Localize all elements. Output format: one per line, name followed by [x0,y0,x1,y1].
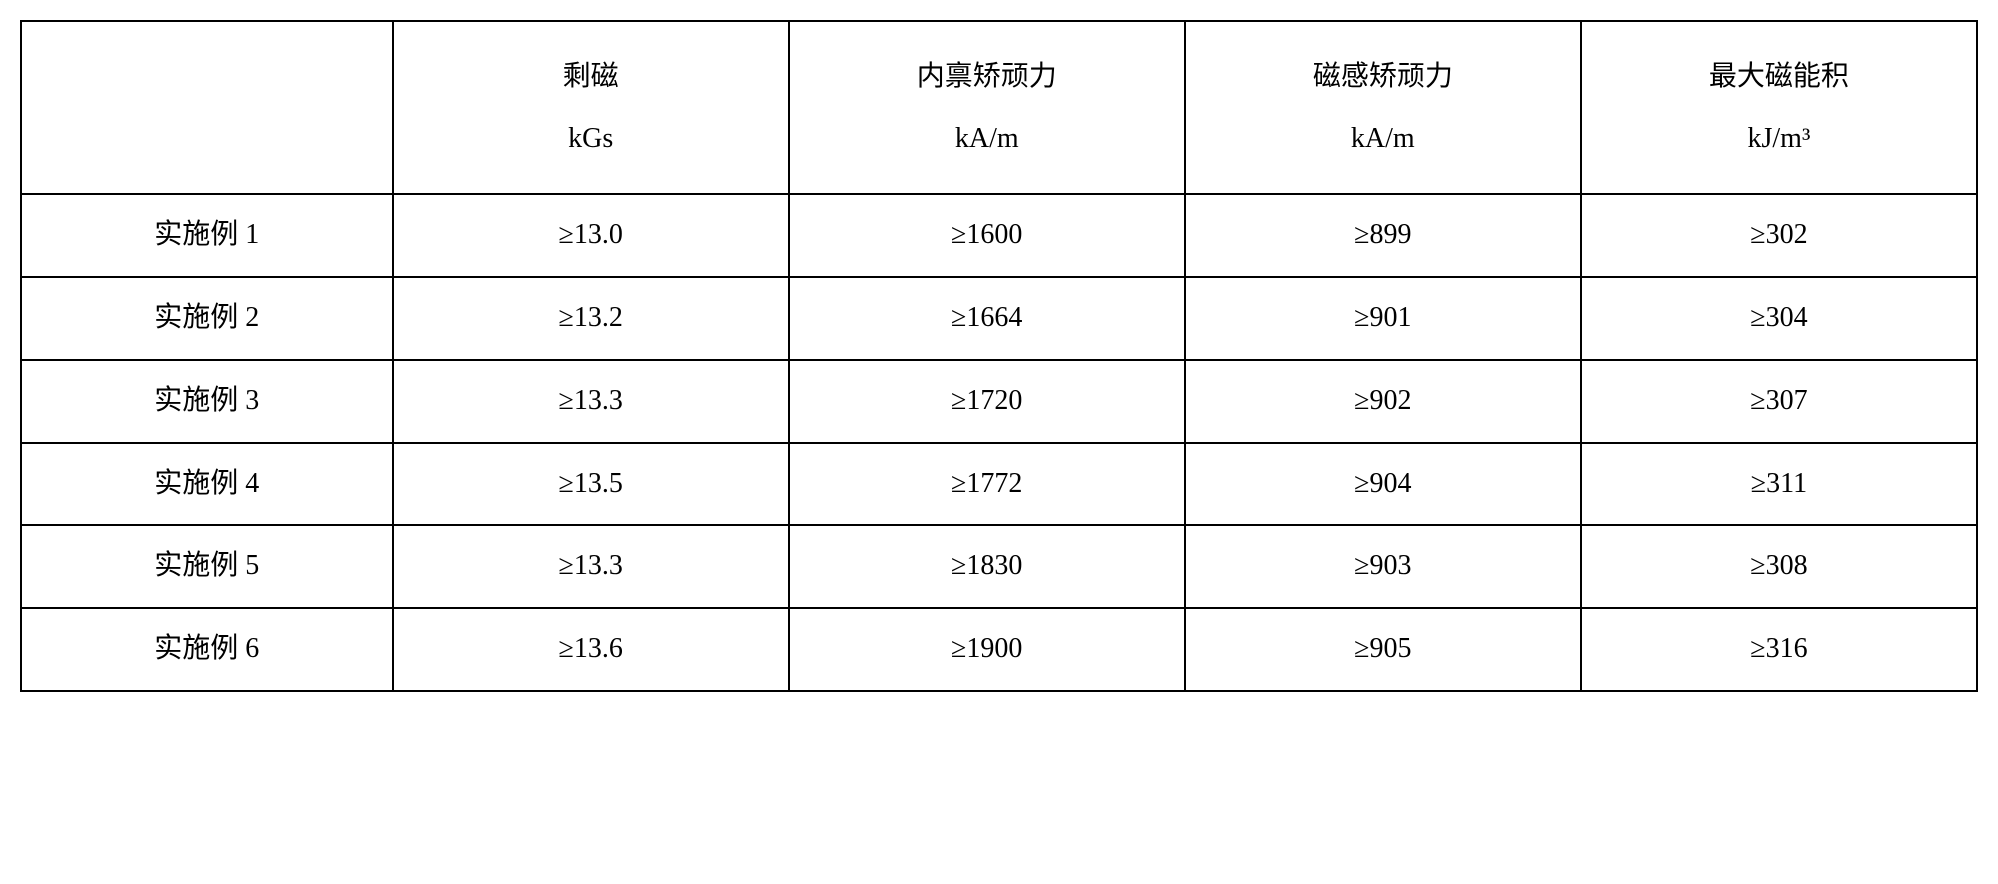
cell-value: ≥307 [1581,360,1977,443]
cell-value: ≥13.2 [393,277,789,360]
row-label: 实施例 4 [21,443,393,526]
header-remanence-unit: kGs [568,108,613,170]
cell-value: ≥13.3 [393,525,789,608]
data-table: 剩磁 kGs 内禀矫顽力 kA/m 磁感矫顽力 kA/m [20,20,1978,692]
header-max-energy-product-unit: kJ/m³ [1748,108,1811,170]
header-row: 剩磁 kGs 内禀矫顽力 kA/m 磁感矫顽力 kA/m [21,21,1977,194]
cell-value: ≥316 [1581,608,1977,691]
table-row: 实施例 3 ≥13.3 ≥1720 ≥902 ≥307 [21,360,1977,443]
row-label: 实施例 6 [21,608,393,691]
cell-value: ≥905 [1185,608,1581,691]
table-container: 剩磁 kGs 内禀矫顽力 kA/m 磁感矫顽力 kA/m [20,20,1978,692]
table-row: 实施例 5 ≥13.3 ≥1830 ≥903 ≥308 [21,525,1977,608]
header-induction-coercivity-label: 磁感矫顽力 [1313,46,1453,108]
cell-value: ≥903 [1185,525,1581,608]
table-row: 实施例 6 ≥13.6 ≥1900 ≥905 ≥316 [21,608,1977,691]
table-row: 实施例 1 ≥13.0 ≥1600 ≥899 ≥302 [21,194,1977,277]
cell-value: ≥1664 [789,277,1185,360]
row-label: 实施例 1 [21,194,393,277]
header-cell-induction-coercivity: 磁感矫顽力 kA/m [1185,21,1581,194]
table-body: 实施例 1 ≥13.0 ≥1600 ≥899 ≥302 实施例 2 ≥13.2 … [21,194,1977,691]
cell-value: ≥899 [1185,194,1581,277]
header-cell-remanence: 剩磁 kGs [393,21,789,194]
row-label: 实施例 2 [21,277,393,360]
table-row: 实施例 2 ≥13.2 ≥1664 ≥901 ≥304 [21,277,1977,360]
header-intrinsic-coercivity-unit: kA/m [955,108,1019,170]
cell-value: ≥1600 [789,194,1185,277]
header-cell-intrinsic-coercivity: 内禀矫顽力 kA/m [789,21,1185,194]
cell-value: ≥13.3 [393,360,789,443]
cell-value: ≥311 [1581,443,1977,526]
table-header: 剩磁 kGs 内禀矫顽力 kA/m 磁感矫顽力 kA/m [21,21,1977,194]
header-cell-empty [21,21,393,194]
header-cell-max-energy-product: 最大磁能积 kJ/m³ [1581,21,1977,194]
row-label: 实施例 3 [21,360,393,443]
header-max-energy-product-label: 最大磁能积 [1709,46,1849,108]
table-row: 实施例 4 ≥13.5 ≥1772 ≥904 ≥311 [21,443,1977,526]
cell-value: ≥1830 [789,525,1185,608]
cell-value: ≥1900 [789,608,1185,691]
header-remanence-label: 剩磁 [563,46,619,108]
cell-value: ≥13.5 [393,443,789,526]
cell-value: ≥302 [1581,194,1977,277]
cell-value: ≥904 [1185,443,1581,526]
row-label: 实施例 5 [21,525,393,608]
cell-value: ≥308 [1581,525,1977,608]
cell-value: ≥13.0 [393,194,789,277]
cell-value: ≥902 [1185,360,1581,443]
cell-value: ≥1772 [789,443,1185,526]
cell-value: ≥901 [1185,277,1581,360]
cell-value: ≥304 [1581,277,1977,360]
cell-value: ≥1720 [789,360,1185,443]
header-intrinsic-coercivity-label: 内禀矫顽力 [917,46,1057,108]
header-induction-coercivity-unit: kA/m [1351,108,1415,170]
cell-value: ≥13.6 [393,608,789,691]
